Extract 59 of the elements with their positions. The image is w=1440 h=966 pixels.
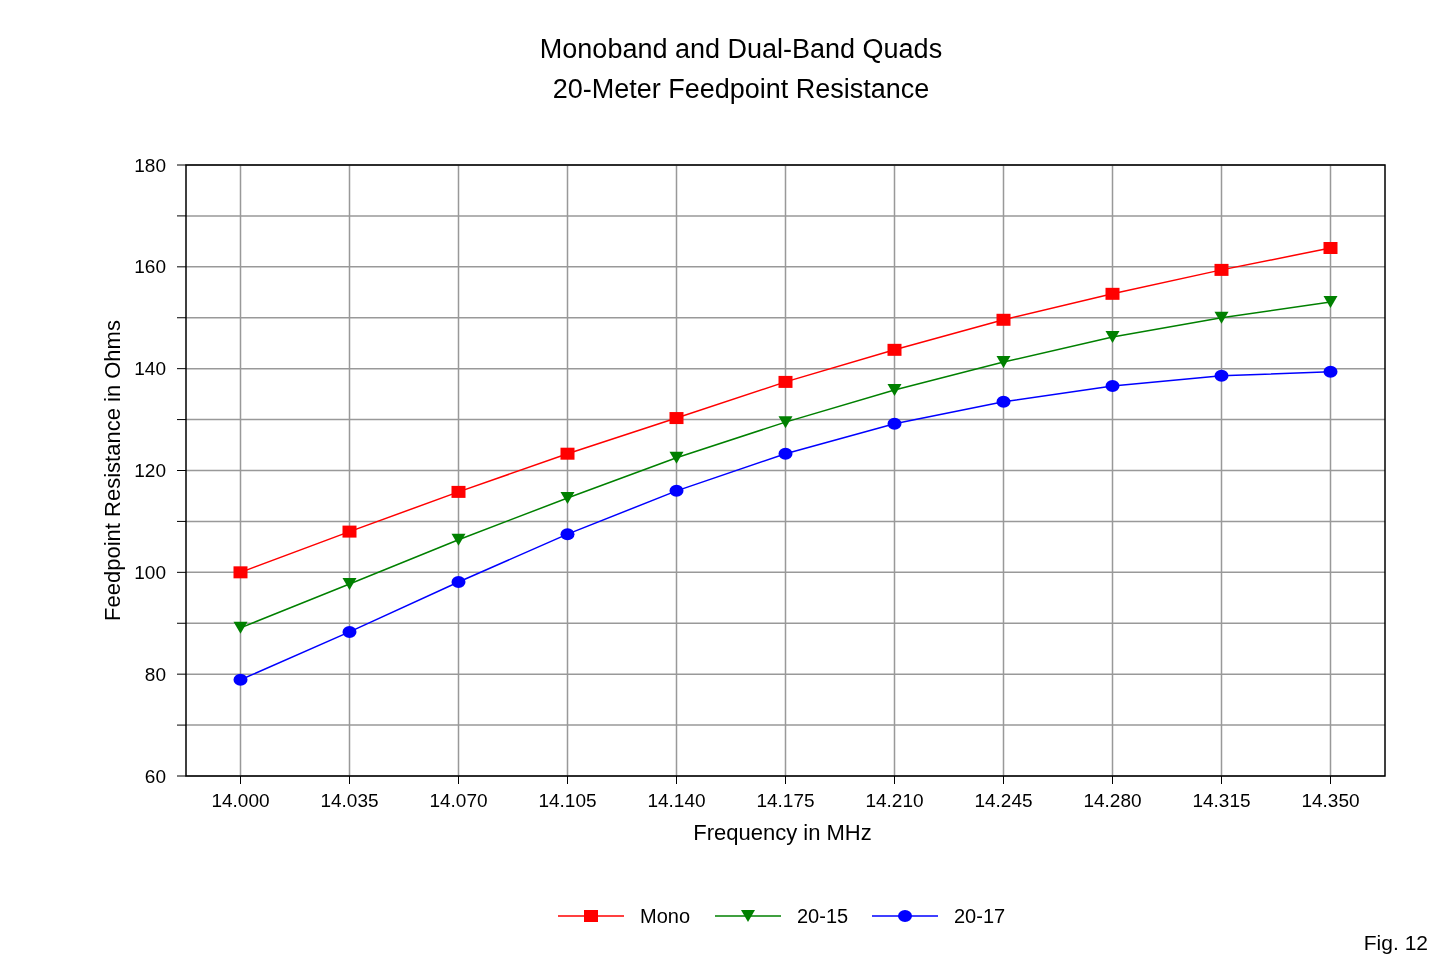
point bbox=[233, 566, 248, 579]
x-tick-label: 14.210 bbox=[865, 790, 924, 811]
point bbox=[887, 343, 902, 356]
x-tick-label: 14.070 bbox=[429, 790, 488, 811]
caption: Fig. 12 bbox=[1363, 931, 1428, 954]
point bbox=[1214, 311, 1229, 324]
point bbox=[342, 578, 357, 591]
point bbox=[778, 416, 793, 429]
y-tick-label: 180 bbox=[134, 154, 166, 176]
x-tick-label: 14.315 bbox=[1192, 790, 1251, 811]
x-tick-label: 14.105 bbox=[538, 790, 597, 811]
legend-label: 20-17 bbox=[954, 905, 1006, 927]
point bbox=[451, 485, 466, 498]
point bbox=[887, 384, 902, 397]
point bbox=[1323, 365, 1338, 378]
point bbox=[233, 673, 248, 686]
legend-label: Mono bbox=[640, 905, 691, 927]
point bbox=[996, 313, 1011, 326]
point bbox=[1214, 369, 1229, 382]
point bbox=[560, 528, 575, 541]
y-axis-title: Feedpoint Resistance in Ohms bbox=[100, 320, 125, 621]
point bbox=[1323, 241, 1338, 254]
point bbox=[1323, 295, 1338, 308]
legend-label: 20-15 bbox=[797, 905, 849, 927]
chart-title: Monoband and Dual-Band Quads bbox=[539, 34, 943, 64]
point bbox=[887, 417, 902, 430]
point bbox=[1105, 379, 1120, 392]
point bbox=[451, 533, 466, 546]
chart-subtitle: 20-Meter Feedpoint Resistance bbox=[552, 74, 930, 104]
y-tick-label: 60 bbox=[144, 765, 166, 787]
x-tick-label: 14.350 bbox=[1301, 790, 1360, 811]
point bbox=[560, 492, 575, 504]
point bbox=[233, 621, 248, 634]
point bbox=[451, 576, 466, 589]
x-tick-label: 14.140 bbox=[647, 790, 706, 811]
point bbox=[996, 356, 1011, 369]
point bbox=[778, 447, 793, 460]
point bbox=[996, 395, 1011, 408]
point bbox=[342, 525, 357, 538]
y-tick-label: 80 bbox=[144, 663, 166, 685]
x-axis-title: Frequency in MHz bbox=[693, 820, 872, 845]
y-tick-label: 100 bbox=[134, 561, 166, 583]
point bbox=[1105, 331, 1120, 344]
point bbox=[1214, 263, 1229, 276]
x-tick-label: 14.280 bbox=[1083, 790, 1142, 811]
y-tick-label: 140 bbox=[134, 358, 166, 380]
point bbox=[342, 625, 357, 638]
point bbox=[778, 375, 793, 388]
x-tick-label: 14.000 bbox=[211, 790, 270, 811]
x-tick-label: 14.175 bbox=[756, 790, 815, 811]
point bbox=[1105, 287, 1120, 300]
y-tick-label: 120 bbox=[134, 460, 166, 482]
x-tick-label: 14.245 bbox=[974, 790, 1033, 811]
point bbox=[669, 451, 684, 464]
point bbox=[560, 447, 575, 460]
point bbox=[669, 412, 684, 425]
point bbox=[669, 484, 684, 497]
x-tick-label: 14.035 bbox=[320, 790, 379, 811]
y-tick-label: 160 bbox=[134, 256, 166, 278]
